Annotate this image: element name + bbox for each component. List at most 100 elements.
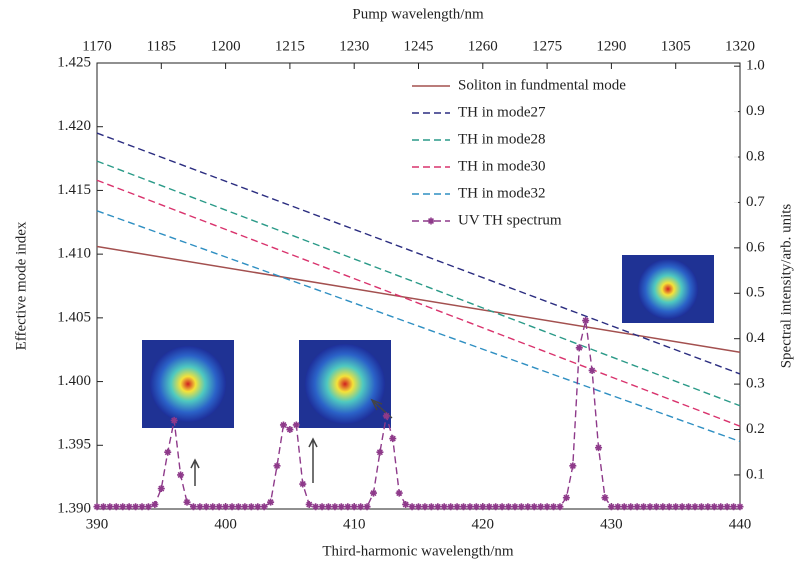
data-point xyxy=(280,421,287,428)
y2-tick-label: 0.5 xyxy=(746,285,765,301)
legend-label: UV TH spectrum xyxy=(458,212,562,228)
data-point xyxy=(306,501,313,508)
x2-tick-label: 1170 xyxy=(82,38,111,54)
y-axis-title: Effective mode index xyxy=(13,221,29,350)
data-point xyxy=(376,449,383,456)
data-point xyxy=(177,471,184,478)
legend-label: TH in mode32 xyxy=(458,185,546,201)
y2-tick-label: 1.0 xyxy=(746,58,765,74)
x-tick-label: 420 xyxy=(472,516,495,532)
data-point xyxy=(94,503,101,510)
data-point xyxy=(196,503,203,510)
data-point xyxy=(724,503,731,510)
y2-tick-label: 0.1 xyxy=(746,466,765,482)
data-point xyxy=(672,503,679,510)
data-point xyxy=(614,503,621,510)
data-point xyxy=(537,503,544,510)
y-tick-label: 1.425 xyxy=(57,54,91,70)
legend-label: TH in mode28 xyxy=(458,131,546,147)
y2-tick-label: 0.9 xyxy=(746,103,765,119)
data-point xyxy=(241,503,248,510)
x2-tick-label: 1245 xyxy=(404,38,434,54)
data-point xyxy=(505,503,512,510)
inset-images xyxy=(142,255,714,486)
data-point xyxy=(634,503,641,510)
data-point xyxy=(132,503,139,510)
data-point xyxy=(389,435,396,442)
y-tick-label: 1.415 xyxy=(57,182,91,198)
data-point xyxy=(119,503,126,510)
arrow xyxy=(309,439,317,483)
x2-tick-label: 1185 xyxy=(147,38,176,54)
y-tick-label: 1.395 xyxy=(57,437,91,453)
data-point xyxy=(531,503,538,510)
data-point xyxy=(151,501,158,508)
legend-label: TH in mode30 xyxy=(458,158,546,174)
y-tick-label: 1.405 xyxy=(57,309,91,325)
data-point xyxy=(569,462,576,469)
data-point xyxy=(698,503,705,510)
data-point xyxy=(113,503,120,510)
y2-tick-label: 0.6 xyxy=(746,239,765,255)
x-tick-label: 410 xyxy=(343,516,366,532)
data-point xyxy=(685,503,692,510)
legend-label: TH in mode27 xyxy=(458,104,546,120)
data-point xyxy=(576,344,583,351)
data-point xyxy=(627,503,634,510)
data-point xyxy=(164,449,171,456)
data-point xyxy=(582,317,589,324)
data-point xyxy=(248,503,255,510)
x-axis-title: Third-harmonic wavelength/nm xyxy=(322,543,514,559)
data-point xyxy=(274,462,281,469)
data-point xyxy=(679,503,686,510)
data-point xyxy=(106,503,113,510)
data-point xyxy=(139,503,146,510)
y2-tick-label: 0.4 xyxy=(746,330,765,346)
mode-pattern xyxy=(638,259,698,319)
x2-tick-label: 1230 xyxy=(339,38,369,54)
data-point xyxy=(518,503,525,510)
x-tick-label: 400 xyxy=(214,516,237,532)
data-point xyxy=(254,503,261,510)
x2-tick-label: 1275 xyxy=(532,38,562,54)
x2-tick-label: 1200 xyxy=(211,38,241,54)
data-point xyxy=(158,485,165,492)
legend-marker xyxy=(428,218,435,225)
data-point xyxy=(216,503,223,510)
legend-box xyxy=(406,72,738,236)
data-point xyxy=(126,503,133,510)
mode-pattern xyxy=(150,346,226,422)
x2-tick-label: 1305 xyxy=(661,38,691,54)
data-point xyxy=(100,503,107,510)
data-point xyxy=(370,490,377,497)
data-point xyxy=(511,503,518,510)
data-point xyxy=(299,481,306,488)
mode-pattern xyxy=(305,344,385,424)
x2-tick-label: 1260 xyxy=(468,38,498,54)
y-tick-label: 1.400 xyxy=(57,373,91,389)
arrow xyxy=(191,460,199,486)
x2-axis-title: Pump wavelength/nm xyxy=(352,6,484,22)
data-point xyxy=(441,503,448,510)
data-point xyxy=(640,503,647,510)
x-tick-label: 390 xyxy=(86,516,109,532)
x2-tick-label: 1215 xyxy=(275,38,305,54)
data-point xyxy=(293,421,300,428)
data-point xyxy=(203,503,210,510)
data-point xyxy=(691,503,698,510)
legend-label: Soliton in fundmental mode xyxy=(458,77,626,93)
y2-tick-label: 0.8 xyxy=(746,148,765,164)
data-point xyxy=(396,490,403,497)
x2-tick-label: 1320 xyxy=(725,38,755,54)
data-point xyxy=(415,503,422,510)
y2-tick-label: 0.7 xyxy=(746,194,765,210)
y-tick-label: 1.410 xyxy=(57,246,91,262)
data-point xyxy=(209,503,216,510)
data-point xyxy=(621,503,628,510)
x-tick-label: 430 xyxy=(600,516,623,532)
y2-tick-label: 0.2 xyxy=(746,421,765,437)
y2-tick-label: 0.3 xyxy=(746,376,765,392)
data-point xyxy=(145,503,152,510)
data-point xyxy=(364,503,371,510)
data-point xyxy=(466,503,473,510)
